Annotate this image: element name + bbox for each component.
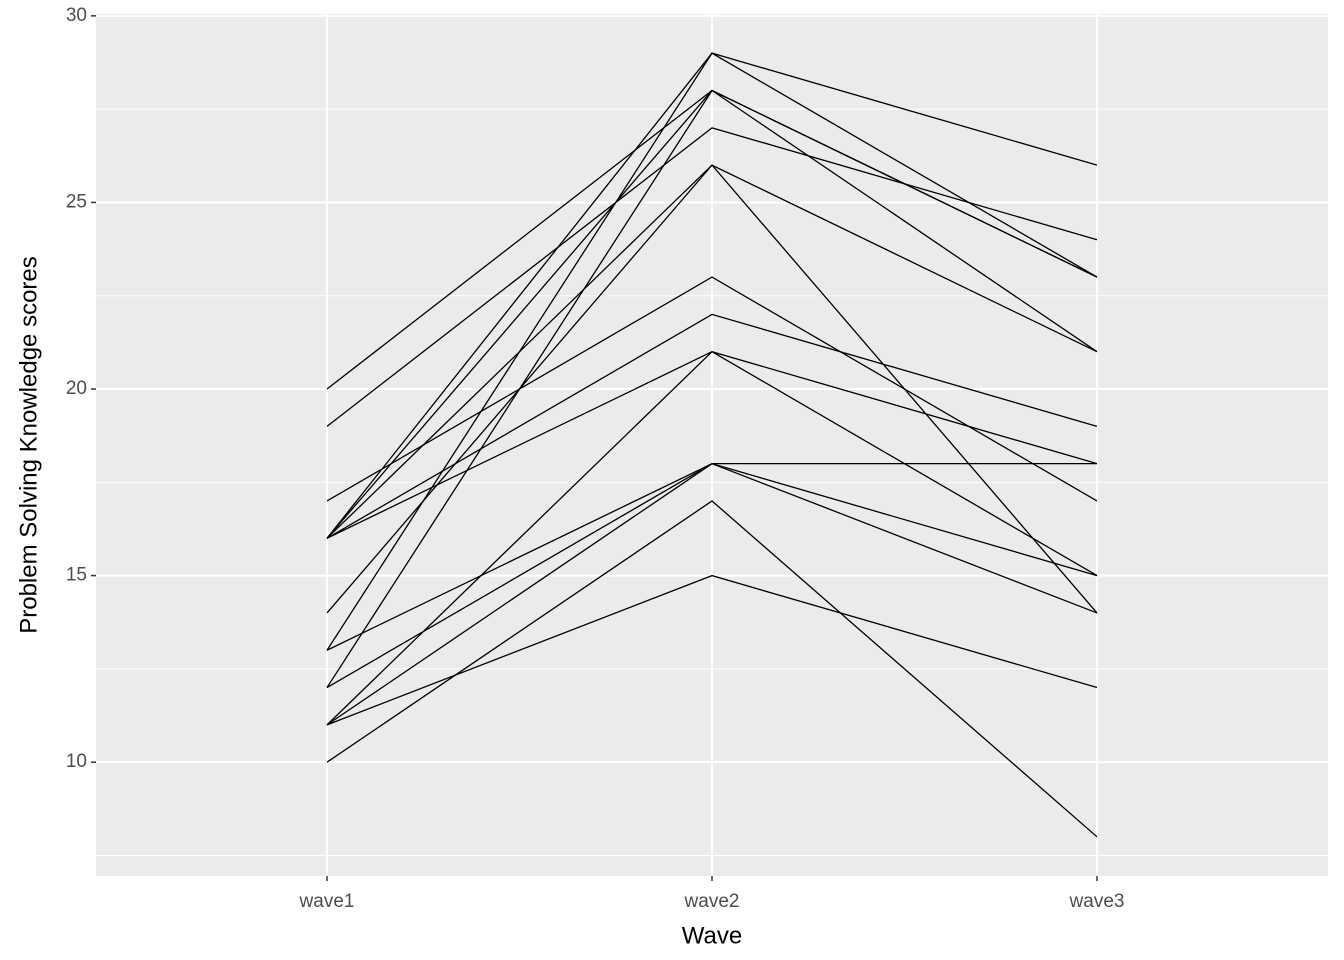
series-line	[326, 52, 1098, 651]
series-line	[326, 350, 1098, 726]
x-tick-label: wave3	[1069, 891, 1125, 912]
x-tick-label: wave2	[684, 891, 740, 912]
y-tick-label: 25	[66, 191, 87, 212]
series-line	[326, 463, 1097, 726]
y-tick-label: 20	[66, 378, 87, 399]
grid	[96, 14, 1328, 876]
x-axis-title: Wave	[682, 922, 742, 949]
y-tick-label: 15	[66, 565, 87, 586]
y-tick-label: 30	[66, 5, 87, 26]
y-tick-label: 10	[66, 751, 87, 772]
series-line	[326, 89, 1098, 688]
y-axis-title: Problem Solving Knowledge scores	[15, 256, 42, 634]
series-line	[326, 500, 1098, 838]
x-tick-label: wave1	[299, 891, 355, 912]
lines	[326, 52, 1098, 838]
